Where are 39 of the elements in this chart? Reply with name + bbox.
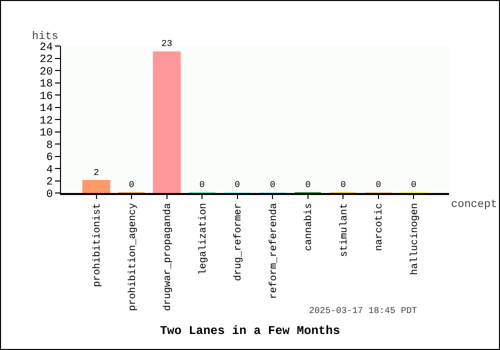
y-tick-label: 20	[40, 66, 53, 78]
y-tick-label: 10	[40, 128, 53, 140]
x-tick-label: stimulant	[338, 203, 350, 258]
x-tick-label: legalization	[197, 203, 210, 276]
x-tick-label: prohibition_agency	[126, 203, 139, 312]
data-label: 0	[340, 180, 346, 190]
text: Two Lanes in a Few Months	[160, 324, 340, 338]
y-tick-label: 16	[40, 90, 53, 103]
x-tick-label: drug_reformer	[232, 203, 245, 282]
y-tick-label: 4	[46, 164, 54, 176]
y-tick-label: 14	[40, 103, 54, 116]
data-label: 0	[128, 180, 134, 190]
y-tick-label: 24	[40, 42, 54, 54]
x-tick-label: hallucinogen	[408, 203, 421, 276]
y-tick-label: 12	[40, 115, 53, 128]
x-tick-label: drugwar_propaganda	[162, 203, 174, 312]
x-tick-label: reform_referenda	[268, 203, 280, 300]
y-tick-label: 8	[46, 140, 53, 152]
x-tick-label: narcotic	[374, 203, 386, 252]
x-tick-label: cannabis	[303, 203, 316, 252]
x-axis-title: concept	[451, 199, 498, 211]
x-tick-label: prohibitionist	[92, 203, 104, 288]
data-label: 0	[270, 180, 276, 190]
data-label: 0	[305, 180, 311, 190]
data-label: 0	[234, 180, 240, 190]
data-label: 0	[199, 180, 205, 190]
bar	[152, 51, 181, 193]
bar	[82, 180, 110, 193]
y-tick-label: 6	[46, 152, 53, 164]
text: 2025-03-17 18:45 PDT	[309, 306, 418, 316]
data-label: 0	[376, 180, 382, 190]
data-label: 0	[411, 180, 416, 190]
y-tick-label: 22	[40, 54, 53, 66]
y-axis-title: hits	[32, 31, 58, 43]
y-tick-label: 0	[46, 188, 53, 201]
y-tick-label: 2	[46, 176, 53, 189]
data-label: 23	[161, 39, 172, 50]
data-label: 2	[94, 168, 99, 178]
y-tick-label: 18	[40, 78, 53, 91]
